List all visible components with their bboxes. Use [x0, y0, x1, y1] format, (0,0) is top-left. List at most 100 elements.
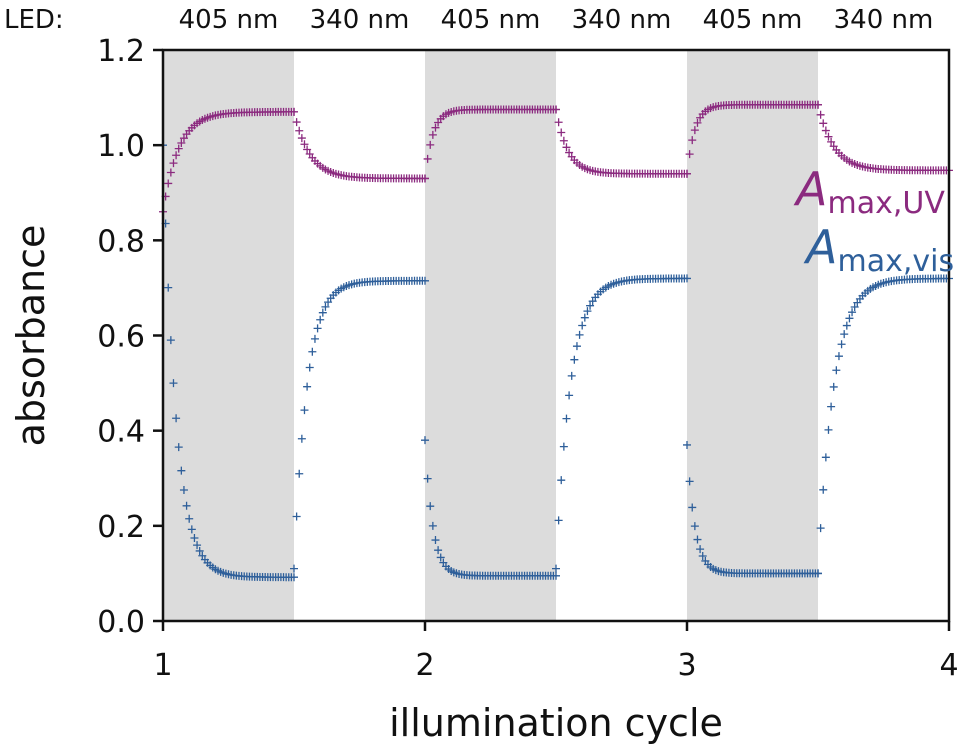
marker-max-vis — [827, 402, 836, 411]
led-prefix-label: LED: — [4, 5, 64, 35]
marker-max-vis — [187, 525, 196, 534]
marker-max-vis — [421, 436, 429, 445]
marker-max-vis — [295, 469, 304, 478]
marker-max-vis — [300, 406, 309, 415]
marker-max-vis — [696, 545, 705, 554]
marker-max-uv — [814, 100, 822, 109]
y-tick-label: 1.2 — [97, 34, 145, 69]
x-tick-label: 2 — [415, 648, 434, 683]
marker-max-vis — [565, 391, 574, 400]
y-tick-label: 0.6 — [97, 320, 145, 355]
marker-max-vis — [172, 414, 181, 423]
marker-max-vis — [290, 573, 298, 582]
marker-max-vis — [832, 366, 841, 375]
marker-max-uv — [693, 118, 702, 127]
marker-max-uv — [303, 145, 312, 154]
marker-max-vis — [829, 382, 838, 391]
marker-max-vis — [179, 485, 188, 494]
marker-max-vis — [583, 307, 592, 316]
led-label-4: 340 nm — [572, 5, 672, 35]
led-label-3: 405 nm — [441, 5, 541, 35]
marker-max-uv — [164, 179, 173, 188]
marker-max-vis — [824, 425, 833, 434]
marker-max-vis — [850, 303, 859, 312]
marker-max-uv — [172, 151, 181, 160]
led-label-5: 405 nm — [703, 5, 803, 35]
marker-max-vis — [185, 514, 194, 523]
marker-max-uv — [821, 126, 830, 135]
marker-max-vis — [554, 516, 563, 525]
marker-max-vis — [840, 330, 849, 339]
x-tick-label: 3 — [677, 648, 696, 683]
marker-max-vis — [559, 442, 568, 451]
marker-max-vis — [578, 321, 587, 330]
marker-max-vis — [821, 453, 830, 462]
shaded-region-3 — [687, 50, 818, 621]
marker-max-uv — [816, 110, 825, 119]
marker-max-vis — [308, 347, 317, 356]
marker-max-vis — [292, 512, 301, 521]
marker-max-vis — [303, 382, 312, 391]
marker-max-uv — [179, 134, 188, 143]
marker-max-vis — [166, 336, 175, 345]
marker-max-uv — [297, 134, 306, 143]
marker-max-vis — [557, 476, 566, 485]
marker-max-vis — [195, 546, 204, 555]
marker-max-uv — [819, 119, 828, 128]
marker-max-vis — [182, 501, 191, 510]
marker-max-vis — [428, 521, 437, 530]
marker-max-uv — [688, 136, 697, 145]
marker-max-vis — [580, 313, 589, 322]
marker-max-vis — [683, 274, 691, 283]
marker-max-vis — [318, 308, 327, 317]
marker-max-uv — [426, 140, 435, 149]
x-axis-title: illumination cycle — [389, 701, 723, 745]
marker-max-vis — [685, 477, 694, 486]
led-label-2: 340 nm — [310, 5, 410, 35]
marker-max-uv — [177, 138, 186, 147]
marker-max-uv — [290, 107, 298, 116]
marker-max-vis — [310, 334, 319, 343]
marker-max-vis — [819, 485, 828, 494]
marker-max-vis — [190, 534, 199, 543]
marker-max-vis — [434, 546, 443, 555]
marker-max-uv — [423, 154, 432, 163]
marker-max-vis — [575, 330, 584, 339]
marker-max-vis — [816, 524, 825, 533]
marker-max-uv — [562, 143, 571, 152]
marker-max-vis — [421, 276, 429, 285]
marker-max-uv — [827, 137, 836, 146]
marker-max-vis — [169, 379, 178, 388]
marker-max-vis — [572, 342, 581, 351]
marker-max-vis — [690, 522, 699, 531]
shaded-regions — [163, 50, 818, 621]
marker-max-vis — [423, 474, 432, 483]
marker-max-uv — [292, 118, 301, 127]
marker-max-vis — [436, 553, 445, 562]
shaded-region-1 — [163, 50, 294, 621]
y-axis-ticks: 0.0 0.2 0.4 0.6 0.8 1.0 1.2 — [97, 34, 163, 640]
marker-max-uv — [554, 118, 563, 127]
led-label-6: 340 nm — [834, 5, 934, 35]
series-label-subscript: max,UV — [827, 186, 945, 221]
marker-max-uv — [166, 168, 175, 177]
marker-max-vis — [552, 564, 560, 573]
marker-max-uv — [421, 174, 429, 183]
marker-max-vis — [177, 466, 186, 475]
y-tick-label: 0.2 — [97, 510, 145, 545]
led-labels: LED: 405 nm 340 nm 405 nm 340 nm 405 nm 340 n… — [4, 5, 933, 35]
marker-max-vis — [688, 503, 697, 512]
marker-max-vis — [570, 355, 579, 364]
marker-max-vis — [164, 283, 173, 292]
data-markers — [159, 100, 953, 582]
y-tick-label: 0.0 — [97, 605, 145, 640]
marker-max-uv — [295, 126, 304, 135]
marker-max-vis — [193, 541, 202, 550]
shaded-region-2 — [425, 50, 556, 621]
marker-max-vis — [297, 434, 306, 443]
x-tick-label: 4 — [939, 648, 958, 683]
marker-max-uv — [683, 169, 691, 178]
marker-max-vis — [552, 571, 560, 580]
